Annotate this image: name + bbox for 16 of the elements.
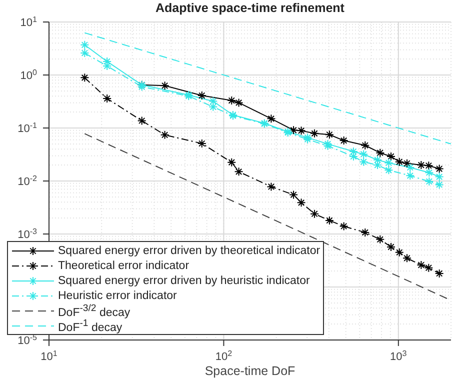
x-axis-title: Space-time DoF [204,364,296,378]
legend-label: DoF$^{-3/2}$ decay [58,302,130,318]
x-tick-label: 10$^{3}$ [390,348,408,363]
legend-label: Theoretical error indicator [58,260,190,272]
y-tick-label: 10$^{-1}$ [18,120,38,135]
legend-label: Squared energy error driven by heuristic indicator [58,274,310,286]
legend-label: DoF$^{-1}$ decay [58,318,122,334]
legend-label: Heuristic error indicator [58,290,177,302]
y-tick-label: 10$^{-3}$ [18,226,38,241]
y-tick-label: 10$^{-2}$ [18,174,38,188]
x-tick-label: 10$^{1}$ [40,348,58,363]
chart-title: Adaptive space-time refinement [154,1,346,15]
y-tick-label: 10$^{0}$ [20,68,38,82]
x-tick-label: 10$^{2}$ [215,348,233,363]
legend-label: Squared energy error driven by theoretical indicator [58,244,320,256]
y-tick-label: 10$^{1}$ [20,14,38,29]
